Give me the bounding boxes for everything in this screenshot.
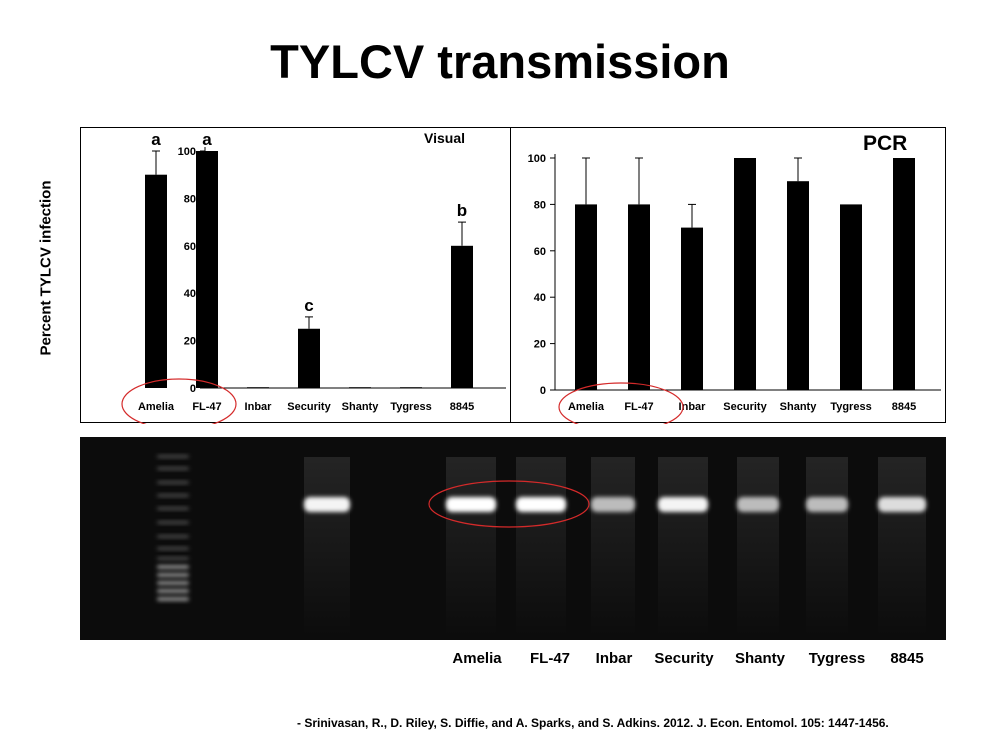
visual-y-tick-label: 20	[184, 336, 196, 348]
lane-smear	[806, 457, 848, 637]
sample-band	[446, 497, 496, 512]
gel-lane-label: Shanty	[734, 650, 786, 667]
visual-category-label: FL-47	[192, 401, 221, 413]
pcr-y-tick-label: 80	[534, 199, 546, 211]
ladder-band	[157, 557, 189, 560]
pcr-bar	[787, 181, 809, 390]
pcr-category-label: 8845	[892, 401, 916, 413]
ladder-band	[157, 521, 189, 524]
visual-bar	[145, 174, 167, 388]
pcr-y-tick-label: 20	[534, 339, 546, 351]
citation: - Srinivasan, R., D. Riley, S. Diffie, a…	[297, 716, 889, 730]
visual-chart-title: Visual	[424, 130, 465, 146]
lane-smear	[591, 457, 635, 637]
gel-bands	[157, 455, 926, 637]
pcr-y-tick-label: 100	[528, 153, 546, 165]
pcr-category-label: Inbar	[679, 401, 707, 413]
visual-y-tick-label: 100	[178, 146, 196, 158]
ladder-band	[157, 589, 189, 593]
visual-bar	[298, 328, 320, 388]
gel-highlight-ellipse	[428, 480, 590, 528]
sample-band	[806, 497, 848, 512]
pcr-bar	[575, 204, 597, 390]
visual-bar	[400, 387, 422, 388]
gel-lane-label: 8845	[890, 650, 924, 667]
visual-bar	[451, 245, 473, 388]
pcr-bar	[734, 158, 756, 390]
ladder-band	[157, 494, 189, 497]
visual-y-tick-label: 40	[184, 288, 196, 300]
visual-category-label: Amelia	[138, 401, 175, 413]
visual-chart-panel: 0 20 40 60 80 100 Amelia a FL-47 a Inbar Security c S…	[80, 127, 511, 424]
visual-bar	[247, 387, 269, 388]
y-axis-label: Percent TYLCV infection	[37, 180, 55, 356]
ladder-band	[157, 535, 189, 538]
pcr-bar	[893, 158, 915, 390]
ladder-band	[157, 481, 189, 484]
pcr-category-label: Amelia	[568, 401, 605, 413]
visual-category-label: Security	[287, 401, 331, 413]
visual-y-tick-label: 60	[184, 241, 196, 253]
ladder-band	[157, 455, 189, 458]
gel-lane-label: Tygress	[808, 650, 866, 667]
gel-lane-label: Security	[654, 650, 714, 667]
lane-smear	[658, 457, 708, 637]
pcr-bar	[681, 227, 703, 390]
visual-significance-letter: c	[304, 296, 313, 315]
visual-y-tick-label: 0	[190, 383, 196, 395]
visual-significance-letter: a	[151, 130, 161, 149]
sample-band	[304, 497, 350, 512]
sample-band	[591, 497, 635, 512]
visual-category-label: Tygress	[390, 401, 431, 413]
ladder-band	[157, 467, 189, 470]
pcr-highlight-ellipse	[558, 382, 684, 424]
pcr-chart-title: PCR	[863, 132, 908, 155]
ladder-band	[157, 597, 189, 601]
ladder-band	[157, 507, 189, 510]
gel-lane-label: Inbar	[595, 650, 633, 667]
visual-y-tick-label: 80	[184, 193, 196, 205]
pcr-chart-panel: 0 20 40 60 80 100 Amelia FL-47 Inbar Security Shan…	[510, 127, 946, 424]
lane-smear	[304, 457, 350, 637]
visual-category-label: 8845	[450, 401, 474, 413]
sample-band	[737, 497, 779, 512]
pcr-category-label: FL-47	[624, 401, 653, 413]
visual-category-label: Shanty	[342, 401, 380, 413]
pcr-category-label: Shanty	[780, 401, 818, 413]
visual-bar	[349, 387, 371, 388]
visual-significance-letter: a	[202, 130, 212, 149]
visual-significance-letter: b	[457, 201, 467, 220]
pcr-gel-image	[80, 437, 946, 640]
pcr-category-label: Security	[723, 401, 767, 413]
visual-highlight-ellipse	[121, 378, 237, 424]
gel-lane-label: Amelia	[452, 650, 502, 667]
pcr-y-tick-label: 60	[534, 246, 546, 258]
visual-category-label: Inbar	[245, 401, 273, 413]
pcr-y-tick-label: 0	[540, 385, 546, 397]
sample-band	[878, 497, 926, 512]
lane-smear	[878, 457, 926, 637]
sample-band	[658, 497, 708, 512]
visual-bar-chart: 0 20 40 60 80 100 Amelia a FL-47 a Inbar Security c S…	[121, 130, 506, 424]
ladder-band	[157, 547, 189, 550]
pcr-bar-chart: 0 20 40 60 80 100 Amelia FL-47 Inbar Security Shan…	[528, 153, 941, 424]
lane-smear	[516, 457, 566, 637]
pcr-bar	[840, 204, 862, 390]
ladder-band	[157, 581, 189, 585]
gel-lane-labels: Amelia FL-47 Inbar Security Shanty Tygre…	[0, 650, 1000, 670]
pcr-bar	[628, 204, 650, 390]
slide-title: TYLCV transmission	[270, 35, 730, 88]
gel-lane-label: FL-47	[529, 650, 571, 667]
ladder-band	[157, 573, 189, 577]
sample-band	[516, 497, 566, 512]
pcr-y-tick-label: 40	[534, 292, 546, 304]
visual-bar	[196, 151, 218, 388]
lane-smear	[737, 457, 779, 637]
pcr-category-label: Tygress	[830, 401, 871, 413]
ladder-band	[157, 565, 189, 569]
